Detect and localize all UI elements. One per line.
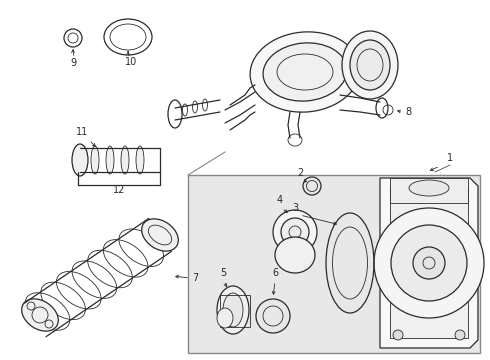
Ellipse shape xyxy=(72,144,88,176)
Ellipse shape xyxy=(409,180,449,196)
Ellipse shape xyxy=(136,146,144,174)
Ellipse shape xyxy=(91,146,99,174)
Ellipse shape xyxy=(275,237,315,273)
Ellipse shape xyxy=(250,32,360,112)
Circle shape xyxy=(391,225,467,301)
Ellipse shape xyxy=(217,308,233,328)
Text: 7: 7 xyxy=(192,273,198,283)
Bar xyxy=(220,295,250,327)
Circle shape xyxy=(455,190,465,200)
Circle shape xyxy=(273,210,317,254)
Ellipse shape xyxy=(121,146,129,174)
Text: 5: 5 xyxy=(220,268,226,278)
Ellipse shape xyxy=(22,299,58,331)
Circle shape xyxy=(281,218,309,246)
Circle shape xyxy=(393,330,403,340)
Ellipse shape xyxy=(350,40,390,90)
Text: 6: 6 xyxy=(272,268,278,278)
Bar xyxy=(390,178,468,203)
Text: 3: 3 xyxy=(292,203,298,213)
Circle shape xyxy=(374,208,484,318)
Ellipse shape xyxy=(217,286,249,334)
Text: 4: 4 xyxy=(277,195,283,205)
Circle shape xyxy=(455,330,465,340)
Polygon shape xyxy=(380,178,478,348)
Ellipse shape xyxy=(106,146,114,174)
Ellipse shape xyxy=(342,31,398,99)
Text: 9: 9 xyxy=(70,58,76,68)
Text: 2: 2 xyxy=(297,168,303,178)
Text: 8: 8 xyxy=(405,107,411,117)
Text: 12: 12 xyxy=(113,185,125,195)
Text: 10: 10 xyxy=(125,57,137,67)
Bar xyxy=(188,175,480,353)
Ellipse shape xyxy=(223,293,243,327)
Ellipse shape xyxy=(263,43,347,101)
Text: 11: 11 xyxy=(76,127,88,137)
Text: 1: 1 xyxy=(447,153,453,163)
Circle shape xyxy=(393,190,403,200)
Circle shape xyxy=(413,247,445,279)
Bar xyxy=(390,188,468,338)
Ellipse shape xyxy=(142,219,178,251)
